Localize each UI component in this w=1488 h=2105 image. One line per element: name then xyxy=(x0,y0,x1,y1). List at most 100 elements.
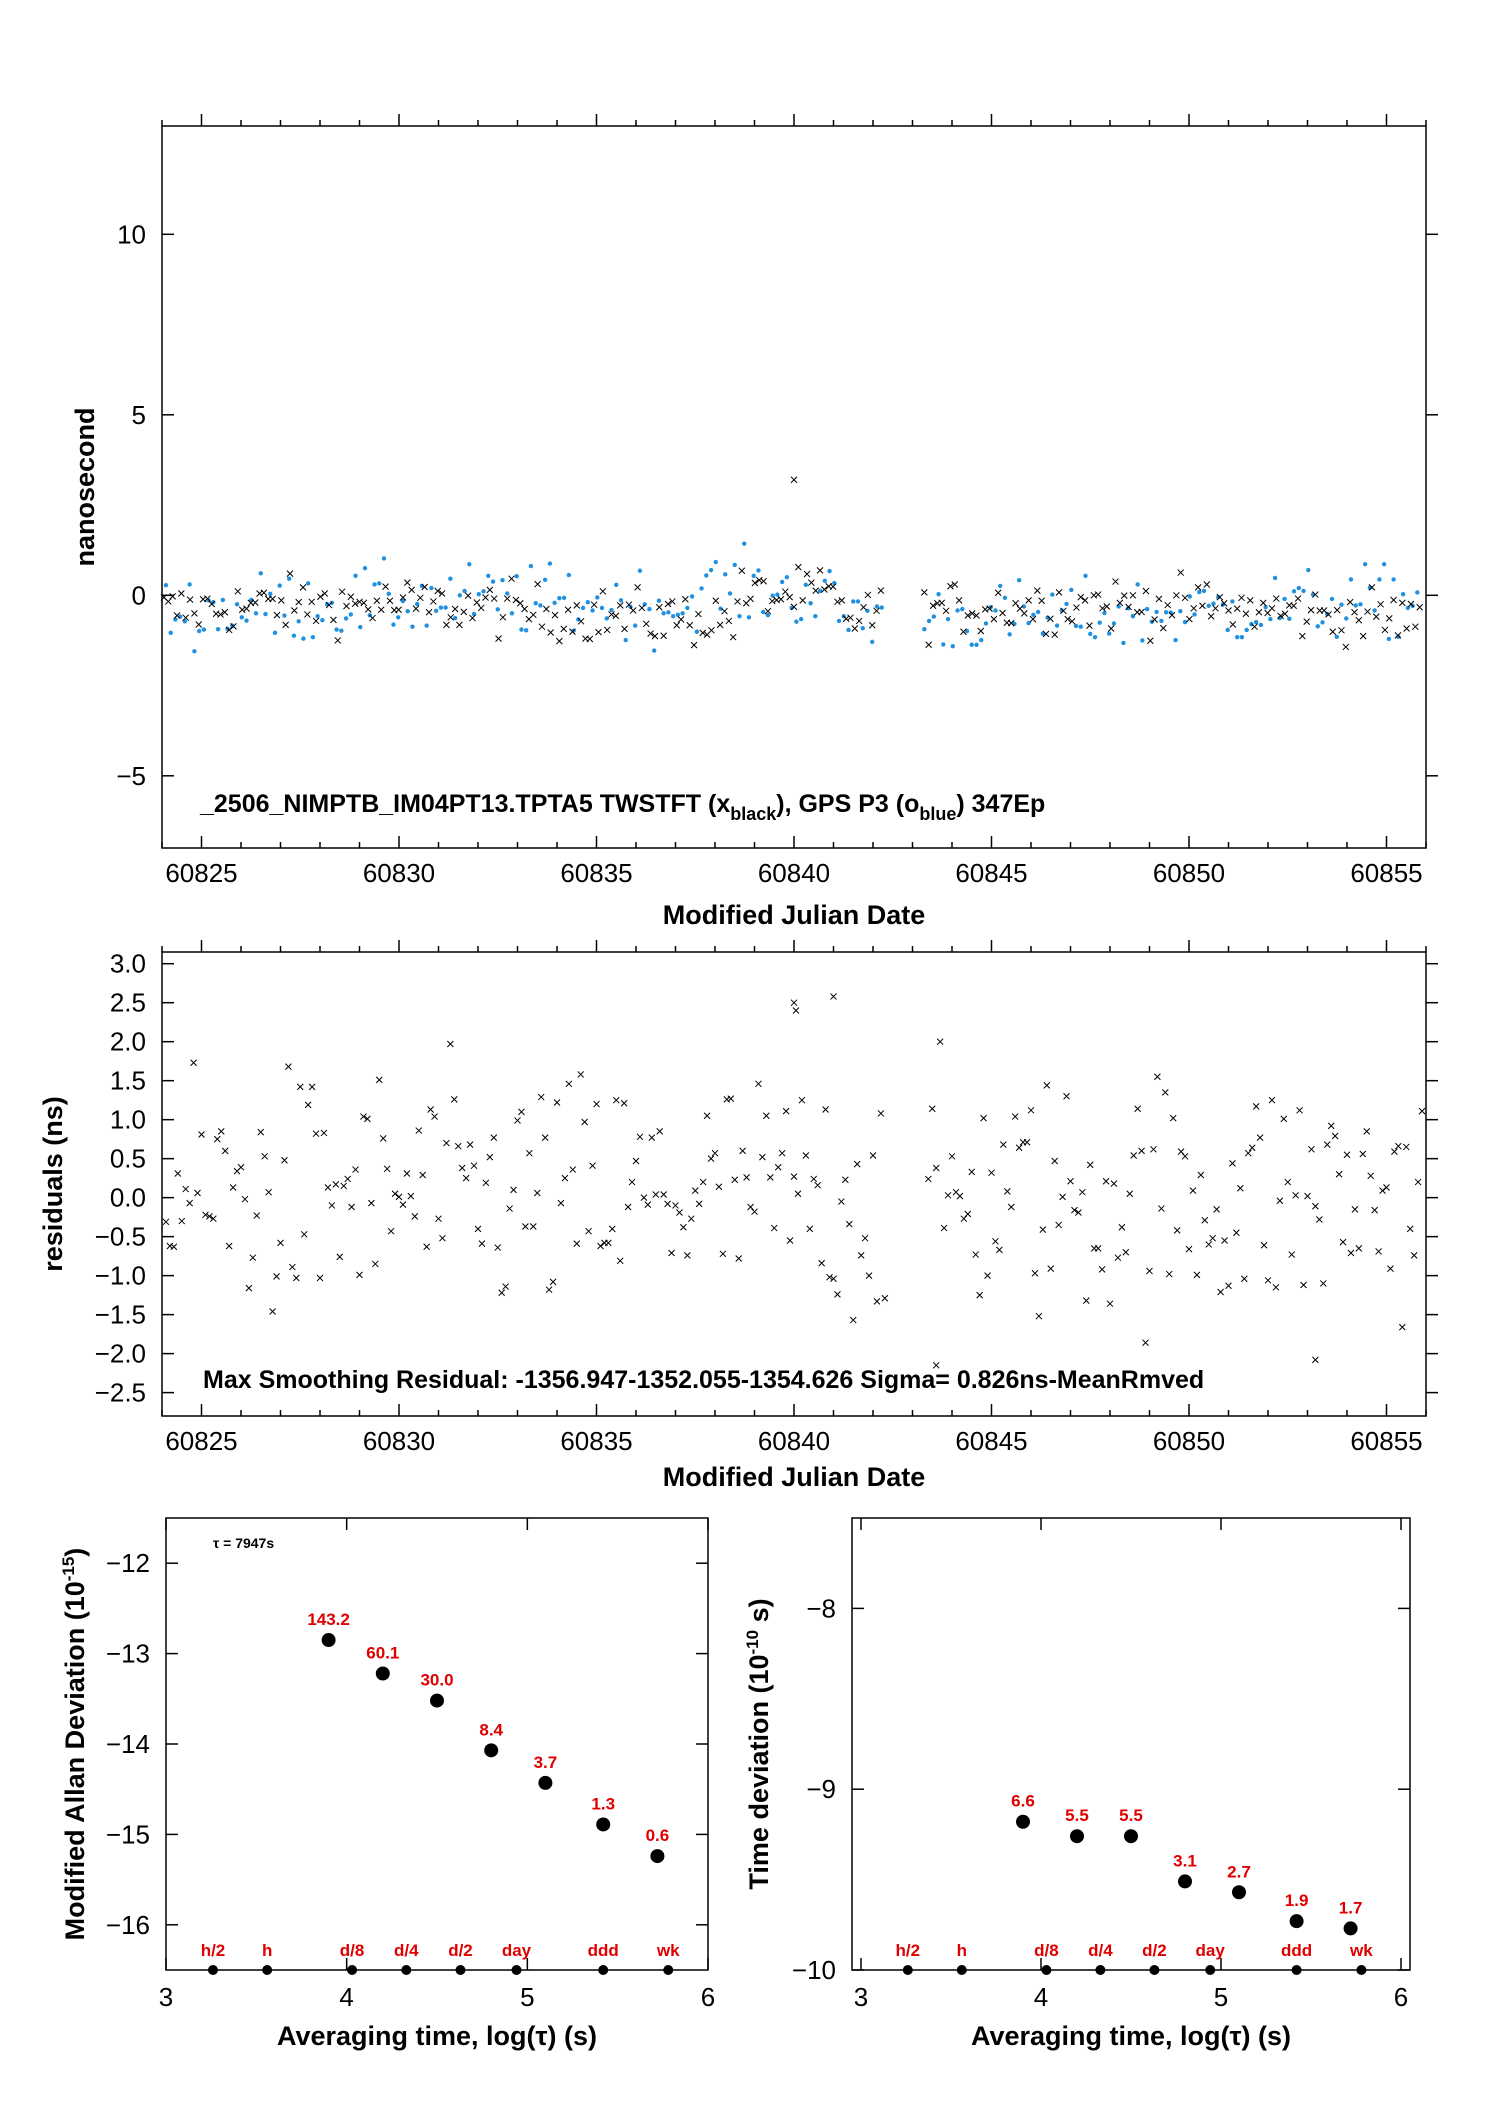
residual-point xyxy=(1260,1241,1268,1249)
gps-point xyxy=(656,598,662,603)
plot-frame xyxy=(851,1517,1411,1971)
time-marker-point xyxy=(1356,1965,1367,1975)
residual-point xyxy=(581,1118,589,1126)
residual-point xyxy=(237,1163,245,1171)
residual-point xyxy=(861,1234,869,1242)
residual-point xyxy=(427,1106,434,1113)
y-tick-label: −0.5 xyxy=(95,1222,146,1252)
residual-point xyxy=(209,1215,217,1223)
deviation-point xyxy=(484,1743,499,1758)
residual-point xyxy=(936,1038,944,1046)
gps-point xyxy=(310,634,316,640)
time-marker-label: d/2 xyxy=(448,1941,473,1960)
residual-point xyxy=(707,1155,715,1163)
twstft-point xyxy=(1186,615,1193,623)
residual-point xyxy=(261,1152,269,1160)
residual-point xyxy=(1371,1206,1379,1214)
gps-point xyxy=(1225,627,1230,633)
x-tick-label: 3 xyxy=(159,1982,173,2012)
twstft-point xyxy=(942,607,950,615)
time-marker-point xyxy=(455,1965,466,1975)
point-label: 3.7 xyxy=(534,1753,558,1772)
gps-point xyxy=(580,605,586,611)
residual-point xyxy=(1233,1229,1240,1237)
residual-point xyxy=(711,1149,719,1157)
residual-point xyxy=(194,1189,201,1197)
twstft-point xyxy=(977,627,985,635)
data-points: 6.6 5.5 5.5 3.1 2.7 1.9 1.7 h/2 h d/8 d/4 d/2 day ddd… xyxy=(896,1792,1373,1975)
residual-point xyxy=(387,1227,395,1235)
twstft-point xyxy=(1398,599,1406,607)
gps-point xyxy=(680,611,685,616)
deviation-point xyxy=(1178,1874,1192,1889)
y-tick-label: 0.5 xyxy=(110,1144,146,1174)
gps-point xyxy=(770,593,775,598)
residual-point xyxy=(1213,1205,1221,1213)
twstft-point xyxy=(221,608,229,616)
residual-point xyxy=(1343,1151,1351,1159)
residual-point xyxy=(802,1152,810,1159)
gps-point xyxy=(993,608,998,613)
twstft-point xyxy=(851,625,859,632)
twstft-point xyxy=(434,587,442,595)
residual-point xyxy=(1157,1205,1165,1212)
gps-point xyxy=(794,619,799,624)
point-label: 1.7 xyxy=(1339,1898,1363,1917)
twstft-point xyxy=(968,609,976,617)
twstft-point xyxy=(834,598,841,606)
twstft-point xyxy=(929,602,937,610)
residual-point xyxy=(656,1128,664,1135)
residual-point xyxy=(881,1294,889,1302)
residual-point xyxy=(502,1283,510,1290)
x-tick-label: 60840 xyxy=(758,1426,830,1456)
x-tick-label: 60835 xyxy=(560,858,632,888)
residual-point xyxy=(257,1128,265,1136)
gps-point xyxy=(1405,605,1411,611)
residual-point xyxy=(482,1179,490,1187)
twstft-point xyxy=(1142,587,1150,595)
twstft-point xyxy=(547,629,555,636)
twstft-point xyxy=(382,583,389,590)
twstft-point xyxy=(1025,597,1032,604)
point-label: 1.9 xyxy=(1285,1891,1309,1910)
residual-point xyxy=(1193,1271,1201,1279)
twstft-point xyxy=(842,615,850,623)
twstft-point xyxy=(351,600,359,607)
residual-point xyxy=(1315,1216,1323,1223)
gps-point xyxy=(1026,620,1031,626)
twstft-point xyxy=(1194,584,1202,591)
twstft-point xyxy=(682,595,689,603)
y-tick-label: 10 xyxy=(117,219,146,249)
residual-point xyxy=(296,1083,304,1091)
residual-point xyxy=(352,1166,359,1173)
residual-point xyxy=(1335,1170,1343,1178)
gps-point xyxy=(528,563,534,569)
gps-point xyxy=(457,593,463,598)
residual-point xyxy=(1051,1157,1059,1165)
residual-point xyxy=(1003,1188,1011,1195)
twstft-point xyxy=(1355,616,1363,624)
twstft-point xyxy=(1268,604,1276,612)
gps-point xyxy=(1306,567,1311,573)
twstft-point xyxy=(986,605,993,613)
residual-point xyxy=(1296,1106,1303,1114)
twstft-point xyxy=(816,567,824,574)
gps-point xyxy=(168,630,173,636)
twstft-point xyxy=(1346,598,1354,606)
gps-point xyxy=(813,614,818,619)
twstft-point xyxy=(651,632,659,640)
twstft-point xyxy=(1299,632,1306,640)
gps-point xyxy=(756,568,761,573)
residual-point xyxy=(620,1099,628,1107)
twstft-point xyxy=(964,612,972,619)
twstft-point xyxy=(251,599,259,606)
gps-point xyxy=(836,618,842,624)
gps-point xyxy=(618,598,624,603)
twstft-point xyxy=(994,589,1002,597)
twstft-point xyxy=(1042,630,1050,638)
x-tick-label: 60825 xyxy=(165,858,237,888)
gps-point xyxy=(400,598,406,604)
twstft-point xyxy=(403,579,411,587)
residual-point xyxy=(573,1240,581,1248)
y-axis-label: Modified Allan Deviation (10-15) xyxy=(59,1548,90,1941)
